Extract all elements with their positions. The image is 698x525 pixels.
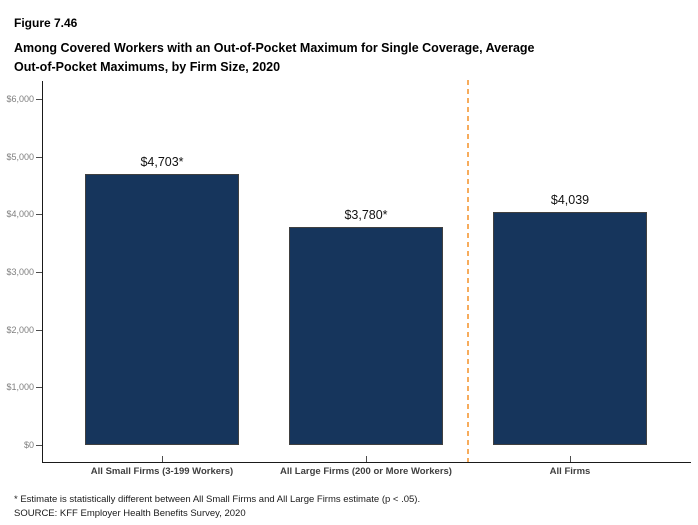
y-axis-tick: [36, 330, 42, 331]
x-axis-tick: [366, 456, 367, 462]
bar-value-label: $4,703*: [140, 155, 184, 169]
figure-title-line2: Out-of-Pocket Maximums, by Firm Size, 20…: [14, 60, 281, 74]
y-axis-tick: [36, 214, 42, 215]
y-axis-tick: [36, 445, 42, 446]
x-axis-tick: [570, 456, 571, 462]
y-axis-tick: [36, 157, 42, 158]
bar-1: [85, 174, 239, 445]
x-axis-category-label: All Large Firms (200 or More Workers): [280, 466, 452, 477]
bar-value-label: $4,039: [550, 193, 590, 207]
figure-title-line1: Among Covered Workers with an Out-of-Poc…: [14, 41, 535, 55]
y-axis-tick-label: $0: [23, 440, 34, 450]
x-axis-category-label: All Small Firms (3-199 Workers): [90, 466, 234, 477]
y-axis-tick-label: $1,000: [6, 382, 34, 392]
x-axis-tick: [162, 456, 163, 462]
footnote-source: SOURCE: KFF Employer Health Benefits Sur…: [14, 508, 246, 519]
y-axis-tick: [36, 99, 42, 100]
y-axis-tick: [36, 272, 42, 273]
y-axis-tick-label: $6,000: [6, 94, 34, 104]
figure-number: Figure 7.46: [14, 16, 78, 30]
x-axis-category-label: All Firms: [549, 466, 591, 477]
bar-value-label: $3,780*: [344, 208, 388, 222]
y-axis-tick-label: $4,000: [6, 209, 34, 219]
y-axis-tick-label: $5,000: [6, 152, 34, 162]
footnote-statistical: * Estimate is statistically different be…: [14, 494, 421, 505]
separator-dashed-line: [467, 80, 469, 462]
bar-3: [493, 212, 647, 445]
y-axis-tick: [36, 387, 42, 388]
x-axis-line: [42, 462, 691, 463]
bar-2: [289, 227, 443, 445]
y-axis-line: [42, 81, 43, 462]
y-axis-tick-label: $2,000: [6, 325, 34, 335]
y-axis-tick-label: $3,000: [6, 267, 34, 277]
